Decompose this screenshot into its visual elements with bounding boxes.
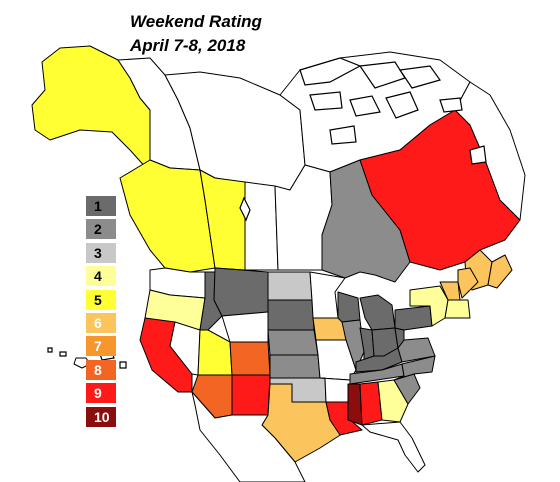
region-montana: [213, 267, 269, 317]
region-nevada: [169, 321, 201, 376]
region-wyoming: [221, 311, 269, 343]
legend-label: 10: [94, 408, 110, 425]
arctic-island-3: [398, 65, 441, 89]
region-florida: [361, 421, 426, 473]
legend-item-9: 9: [86, 383, 116, 404]
region-new-mexico: [231, 374, 271, 416]
legend-label: 1: [94, 198, 102, 214]
legend-item-7: 7: [86, 336, 116, 357]
legend-label: 6: [94, 315, 102, 331]
region-kansas: [269, 354, 321, 379]
legend-item-3: 3: [86, 242, 116, 263]
arctic-island-6: [385, 91, 419, 119]
arctic-island-12: [59, 351, 67, 357]
region-mexico: [191, 391, 306, 482]
region-saskatchewan: [244, 181, 279, 271]
arctic-island-5: [349, 95, 381, 117]
legend-item-8: 8: [86, 359, 116, 380]
legend-item-4: 4: [86, 266, 116, 287]
region-labrador: [454, 81, 526, 221]
region-wisconsin: [337, 291, 361, 323]
map-date: April 7-8, 2018: [130, 36, 246, 55]
region-michigan: [359, 294, 396, 331]
region-nova-scotia: [487, 254, 513, 289]
arctic-island-10: [239, 196, 251, 222]
legend-item-1: 1: [86, 196, 116, 216]
legend-label: 2: [94, 221, 102, 238]
legend-item-5: 5: [86, 289, 116, 310]
arctic-island-9: [469, 145, 487, 165]
map-title: Weekend Rating: [130, 12, 262, 31]
legend-item-2: 2: [86, 219, 116, 240]
region-southern-new-england: [444, 299, 471, 319]
region-utah: [197, 329, 233, 376]
region-maine: [457, 267, 479, 299]
region-nebraska: [267, 329, 319, 356]
region-south-dakota: [267, 299, 315, 331]
legend-label: 3: [94, 244, 102, 261]
region-new-york: [409, 285, 449, 327]
region-colorado: [229, 341, 271, 376]
arctic-island-1: [299, 57, 362, 86]
legend-label: 7: [94, 338, 102, 355]
legend-item-6: 6: [86, 313, 116, 333]
region-pennsylvania: [394, 305, 433, 331]
arctic-island-13: [47, 347, 53, 353]
arctic-island-8: [439, 97, 463, 113]
region-georgia: [377, 379, 409, 423]
legend-item-10: 10: [86, 406, 116, 427]
legend-label: 4: [94, 268, 102, 285]
region-north-dakota: [267, 271, 313, 301]
arctic-island-4: [309, 91, 343, 111]
arctic-island-14: [119, 361, 127, 369]
arctic-island-7: [329, 125, 357, 145]
legend-label: 5: [94, 291, 102, 308]
legend-label: 8: [94, 361, 102, 378]
legend-label: 9: [94, 385, 102, 402]
